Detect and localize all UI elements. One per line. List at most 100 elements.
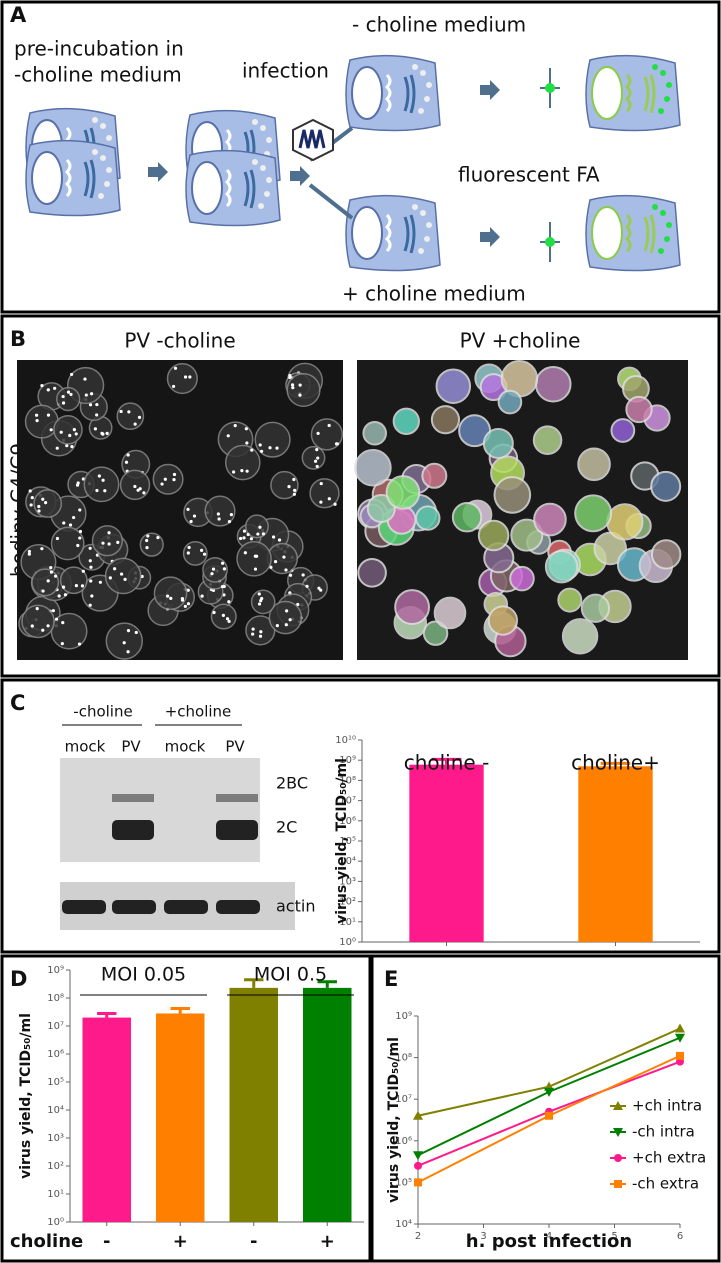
cell-image — [477, 519, 510, 552]
lipid-dot — [54, 617, 59, 621]
marker — [614, 1154, 622, 1162]
cell-image — [116, 402, 145, 431]
y-tick-label: 10⁹ — [47, 965, 64, 976]
vesicle — [98, 193, 104, 199]
lipid-dot — [68, 523, 73, 527]
lipid-dot — [180, 597, 185, 601]
cell-image — [236, 541, 272, 577]
lipid-dot — [284, 623, 288, 627]
golgi — [83, 159, 96, 199]
marker — [544, 1087, 554, 1097]
cell-image — [254, 421, 291, 458]
lipid-dot — [245, 441, 249, 445]
legend-label: -ch intra — [632, 1123, 695, 1141]
cell-image — [24, 404, 59, 439]
lipid-dot — [126, 650, 130, 654]
lipid-dot — [282, 555, 286, 559]
vesicle — [658, 248, 664, 254]
vesicle — [106, 135, 112, 141]
cell-image — [357, 557, 387, 588]
y-tick-label: 10¹⁰ — [335, 735, 356, 746]
marker — [675, 1023, 685, 1033]
vesicle — [652, 64, 658, 70]
cell-image — [451, 502, 483, 533]
y-tick-label: 10⁹ — [339, 755, 356, 766]
vesicle — [106, 167, 112, 173]
lipid-dot — [81, 569, 85, 573]
cell — [585, 54, 681, 132]
lipid-dot — [95, 402, 99, 407]
lipid-dot — [259, 630, 263, 634]
cell-image — [625, 395, 653, 424]
lipid-dot — [288, 573, 293, 577]
lipid-dot — [107, 542, 111, 546]
cell-image — [21, 604, 55, 639]
lipid-dot — [74, 584, 78, 588]
lipid-dot — [186, 588, 190, 592]
lipid-dot — [126, 453, 130, 457]
panel-label: D — [10, 967, 27, 991]
lipid-dot — [61, 401, 66, 405]
marker — [413, 1110, 423, 1120]
y-tick-label: 10⁵ — [339, 836, 356, 847]
vesicle — [100, 123, 106, 129]
lipid-dot — [29, 503, 33, 507]
cell-image — [362, 420, 387, 446]
y-tick-label: 10⁹ — [395, 1011, 412, 1022]
y-tick-label: 10⁴ — [395, 1219, 412, 1230]
lipid-dot — [105, 431, 109, 435]
cell-image — [415, 505, 441, 531]
vesicle — [424, 236, 430, 242]
nucleus — [591, 66, 623, 120]
vesicle — [424, 96, 430, 102]
lipid-dot — [120, 572, 124, 576]
lipid-dot — [227, 600, 231, 604]
lipid-dot — [78, 529, 83, 534]
lipid-dot — [35, 418, 39, 423]
vesicle — [426, 222, 432, 228]
panel-label: B — [10, 327, 26, 351]
cell-image — [354, 449, 392, 487]
vesicle — [420, 210, 426, 216]
lipid-dot — [35, 607, 39, 611]
lipid-dot — [285, 609, 289, 613]
lipid-dot — [90, 594, 94, 598]
lipid-dot — [277, 538, 282, 542]
band-label: actin — [276, 897, 315, 916]
cell-image — [250, 589, 276, 615]
lipid-dot — [72, 428, 76, 432]
bar — [82, 1017, 132, 1222]
lipid-dot — [231, 470, 236, 474]
lipid-dot — [268, 446, 272, 450]
lipid-dot — [301, 573, 305, 577]
lipid-dot — [229, 513, 233, 517]
vesicle — [266, 177, 272, 183]
cell-image — [166, 363, 198, 395]
lipid-dot — [37, 509, 41, 513]
lipid-dot — [316, 431, 320, 435]
er — [384, 73, 392, 113]
legend-label: +ch intra — [632, 1097, 702, 1115]
cell-image — [433, 596, 467, 630]
cell-image — [422, 620, 449, 646]
lipid-dot — [61, 585, 66, 589]
lipid-dot — [40, 384, 44, 388]
vesicle — [652, 204, 658, 210]
cell-image — [650, 539, 682, 570]
lipid-dot — [156, 535, 160, 540]
cell-image — [204, 495, 236, 527]
lipid-dot — [88, 559, 92, 563]
vesicle — [92, 149, 98, 155]
er — [384, 213, 392, 253]
cell-image — [309, 478, 340, 509]
lipid-dot — [192, 514, 197, 518]
vesicle — [426, 82, 432, 88]
lipid-dot — [78, 536, 82, 540]
lipid-dot — [146, 534, 150, 538]
lipid-dot — [46, 388, 50, 392]
cell-image — [91, 525, 123, 557]
y-tick-label: 10⁷ — [47, 1021, 64, 1032]
cell-image — [561, 618, 599, 655]
lipid-dot — [137, 415, 142, 419]
micrograph-cells — [18, 360, 682, 660]
